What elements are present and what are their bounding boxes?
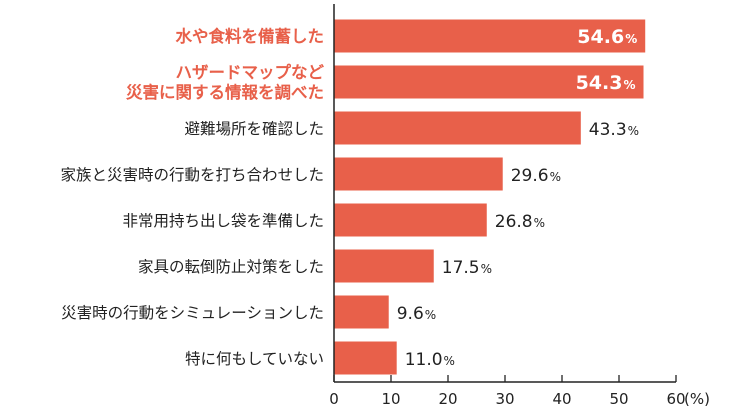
category-label: 特に何もしていない	[185, 350, 324, 368]
x-axis: 0 10 20 30 40 50 60(%)	[329, 4, 710, 408]
x-tick-label: 30	[495, 390, 514, 408]
x-tick-label: 50	[609, 390, 628, 408]
x-tick-label: 40	[552, 390, 571, 408]
bar	[334, 203, 487, 237]
value-label: 9.6%	[397, 304, 436, 324]
value-label: 11.0%	[405, 350, 455, 370]
bar	[334, 295, 389, 329]
value-label: 26.8%	[495, 212, 545, 232]
value-label: 54.3%	[576, 72, 636, 94]
x-tick-label: 60	[666, 390, 685, 408]
x-tick-label: 10	[381, 390, 400, 408]
category-label: 災害時の行動をシミュレーションした	[61, 304, 324, 322]
bars-layer	[334, 19, 646, 375]
bar	[334, 65, 644, 99]
x-tick-label: 20	[438, 390, 457, 408]
bar	[334, 341, 397, 375]
value-label: 29.6%	[511, 166, 561, 186]
category-label: 災害に関する情報を調べた	[126, 82, 324, 102]
bar	[334, 19, 646, 53]
value-label: 43.3%	[589, 120, 639, 140]
x-unit-label: (%)	[684, 390, 710, 408]
bar	[334, 111, 581, 145]
category-label: 非常用持ち出し袋を準備した	[122, 212, 324, 230]
category-label: 水や食料を備蓄した	[176, 26, 325, 46]
bar	[334, 249, 434, 283]
category-label: 家具の転倒防止対策をした	[138, 258, 324, 276]
bar	[334, 157, 503, 191]
category-label: ハザードマップなど	[176, 62, 325, 82]
category-label: 家族と災害時の行動を打ち合わせした	[60, 166, 324, 184]
x-tick-label: 0	[329, 390, 339, 408]
category-label: 避難場所を確認した	[184, 120, 324, 138]
value-label: 54.6%	[577, 26, 637, 48]
value-label: 17.5%	[442, 258, 492, 278]
